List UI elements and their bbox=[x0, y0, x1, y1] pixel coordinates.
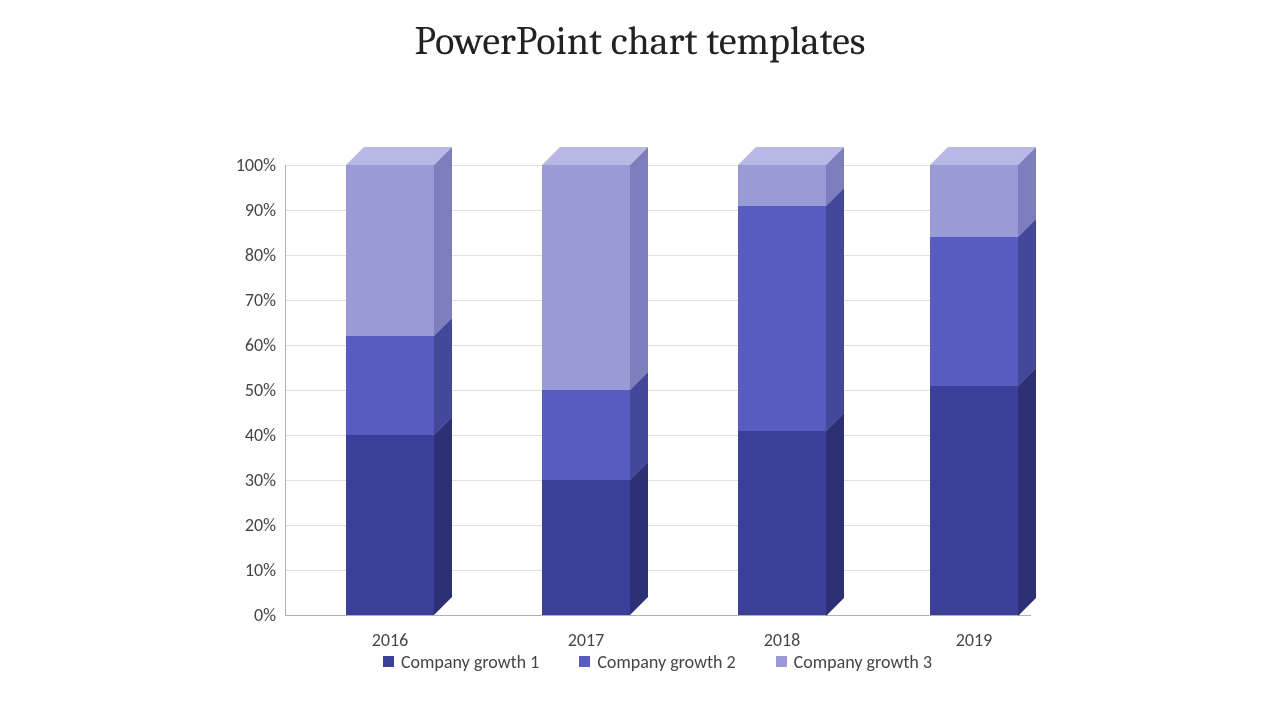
y-axis-label: 90% bbox=[245, 199, 276, 221]
title-text: PowerPoint chart templates bbox=[415, 18, 866, 64]
bar-segment-side bbox=[434, 417, 452, 615]
plot-area: 0%10%20%30%40%50%60%70%80%90%100%2016201… bbox=[285, 165, 1031, 616]
bar-cap bbox=[346, 147, 452, 165]
bar-segment bbox=[738, 165, 826, 206]
bar-segment bbox=[346, 336, 434, 435]
x-axis-label: 2019 bbox=[956, 629, 993, 651]
bar-segment-side bbox=[1018, 219, 1036, 386]
y-axis-label: 80% bbox=[245, 244, 276, 266]
bar-segment bbox=[930, 386, 1018, 616]
bar-segment-side bbox=[630, 372, 648, 480]
bar-column bbox=[930, 165, 1018, 615]
bar-segment bbox=[930, 237, 1018, 386]
y-axis-label: 40% bbox=[245, 424, 276, 446]
page-title: PowerPoint chart templates bbox=[0, 18, 1280, 64]
legend-swatch bbox=[579, 656, 590, 667]
legend: Company growth 1 Company growth 2 Company … bbox=[285, 650, 1030, 673]
bar-segment bbox=[542, 165, 630, 390]
bar-column bbox=[346, 165, 434, 615]
legend-item: Company growth 1 bbox=[383, 651, 539, 673]
legend-swatch bbox=[383, 656, 394, 667]
y-axis-label: 0% bbox=[254, 604, 276, 626]
bar-segment-side bbox=[826, 413, 844, 616]
legend-label: Company growth 2 bbox=[597, 651, 735, 673]
bar-column bbox=[738, 165, 826, 615]
bar-segment bbox=[738, 431, 826, 616]
bar-column bbox=[542, 165, 630, 615]
y-axis-label: 70% bbox=[245, 289, 276, 311]
bar-segment bbox=[930, 165, 1018, 237]
bar-segment bbox=[346, 165, 434, 336]
bar-segment-side bbox=[630, 147, 648, 390]
y-axis-label: 10% bbox=[245, 559, 276, 581]
bar-segment bbox=[738, 206, 826, 431]
legend-item: Company growth 3 bbox=[776, 651, 932, 673]
bar-cap bbox=[738, 147, 844, 165]
bar-cap bbox=[542, 147, 648, 165]
x-axis-label: 2018 bbox=[764, 629, 801, 651]
bar-segment bbox=[542, 390, 630, 480]
x-axis-label: 2016 bbox=[372, 629, 409, 651]
bar-cap bbox=[930, 147, 1036, 165]
bar-segment bbox=[542, 480, 630, 615]
bar-segment-side bbox=[434, 318, 452, 435]
legend-label: Company growth 3 bbox=[794, 651, 932, 673]
y-axis-label: 100% bbox=[236, 154, 276, 176]
bar-segment-side bbox=[1018, 368, 1036, 616]
legend-swatch bbox=[776, 656, 787, 667]
legend-item: Company growth 2 bbox=[579, 651, 735, 673]
bar-segment-side bbox=[630, 462, 648, 615]
bar-segment-side bbox=[434, 147, 452, 336]
x-axis-label: 2017 bbox=[568, 629, 605, 651]
legend-label: Company growth 1 bbox=[401, 651, 539, 673]
bar-segment-side bbox=[826, 188, 844, 431]
y-axis-label: 50% bbox=[245, 379, 276, 401]
y-axis-label: 60% bbox=[245, 334, 276, 356]
y-axis-label: 30% bbox=[245, 469, 276, 491]
y-axis-label: 20% bbox=[245, 514, 276, 536]
slide: PowerPoint chart templates 0% 10% 20% 30% 40… bbox=[0, 0, 1280, 720]
chart: 0% 10% 20% 30% 40% 50% 60% 70% 80% 90% 100% 2016 201… bbox=[220, 125, 1050, 680]
bar-segment bbox=[346, 435, 434, 615]
